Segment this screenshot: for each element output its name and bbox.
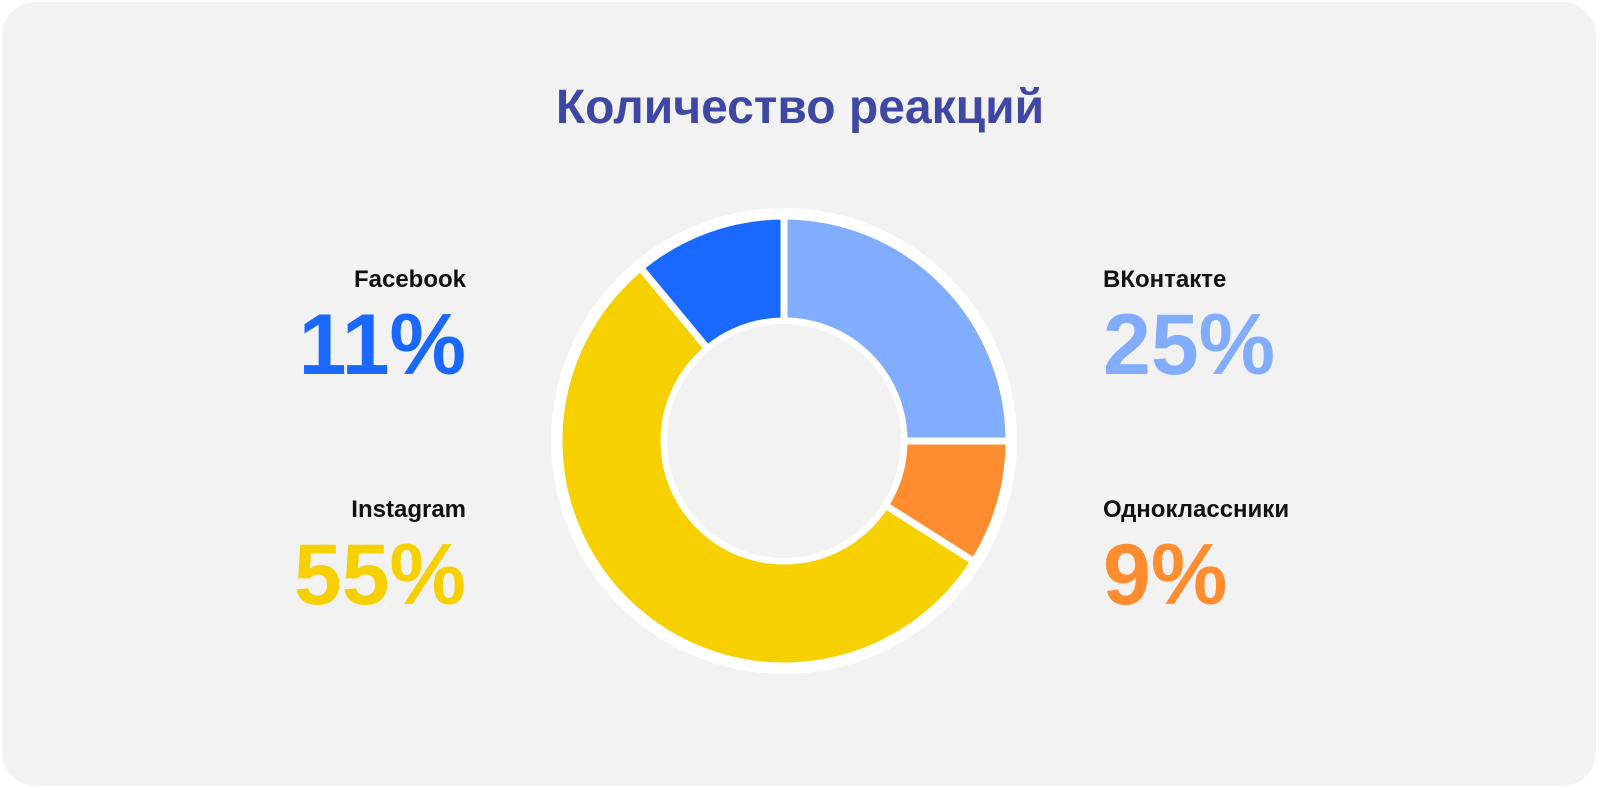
chart-title: Количество реакций (555, 81, 1045, 134)
legend-value-odnoklassniki: 9% (1103, 527, 1228, 623)
legend-label-odnoklassniki: Одноклассники (1103, 496, 1290, 523)
legend-value-facebook: 11% (298, 297, 466, 393)
donut-hole (667, 324, 901, 558)
donut-slice-вконтакте (780, 212, 1013, 445)
legend-value-instagram: 55% (293, 527, 466, 623)
legend-item-odnoklassniki: Одноклассники 9% (1103, 496, 1363, 620)
legend-value-vkontakte: 25% (1103, 297, 1276, 393)
legend-label-facebook: Facebook (353, 266, 466, 293)
donut-slice-instagram (555, 262, 979, 670)
legend-label-instagram: Instagram (351, 496, 466, 523)
legend-label-vkontakte: ВКонтакте (1103, 266, 1227, 293)
legend-item-vkontakte: ВКонтакте 25% (1103, 266, 1363, 390)
donut-slice-facebook (635, 212, 788, 354)
legend-item-facebook: Facebook 11% (250, 266, 466, 390)
legend-item-instagram: Instagram 55% (250, 496, 466, 620)
